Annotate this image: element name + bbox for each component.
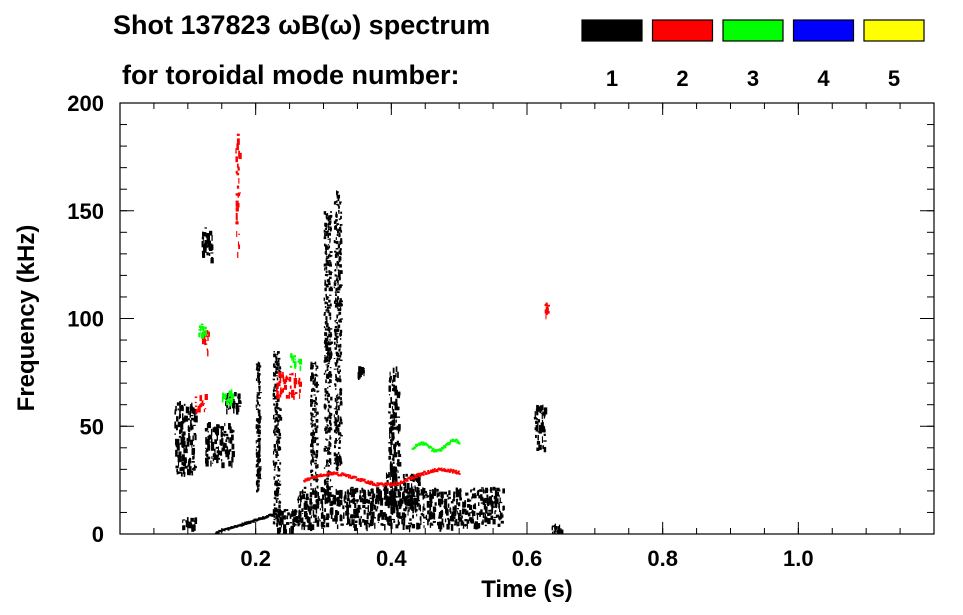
spectrum-feature-mode-1-band xyxy=(182,517,198,532)
spectrum-feature-mode-1-sweep xyxy=(214,512,278,534)
x-tick-label: 0.2 xyxy=(240,546,271,571)
spectrum-feature-mode-3-band xyxy=(221,388,235,407)
x-tick-label: 1.0 xyxy=(783,546,814,571)
y-tick-label: 100 xyxy=(67,307,104,332)
legend-label-mode-2: 2 xyxy=(676,66,688,91)
y-axis-label: Frequency (kHz) xyxy=(13,225,40,412)
legend-swatch-mode-4 xyxy=(792,19,855,42)
spectrum-feature-mode-2-band xyxy=(194,394,208,414)
x-tick-label: 0.4 xyxy=(376,546,407,571)
y-tick-label: 0 xyxy=(92,522,104,547)
spectrum-feature-mode-3-band xyxy=(289,353,303,371)
spectrum-feature-mode-2-trace xyxy=(303,467,461,487)
spectrum-feature-mode-1-band xyxy=(357,366,365,381)
spectrum-feature-mode-1-band xyxy=(551,523,564,534)
y-tick-label: 150 xyxy=(67,199,104,224)
y-tick-labels: 0 50 100 150 200 xyxy=(67,91,104,547)
spectrum-feature-mode-3-band xyxy=(198,323,207,339)
legend-swatch-mode-2 xyxy=(651,19,714,42)
spectrum-feature-mode-2-band xyxy=(235,133,242,258)
legend-label-mode-4: 4 xyxy=(817,66,830,91)
legend-swatch-mode-5 xyxy=(863,19,925,42)
spectrum-feature-mode-1-band xyxy=(174,401,198,477)
spectrum-feature-mode-1-band xyxy=(387,366,402,480)
legend-label-mode-3: 3 xyxy=(747,66,759,91)
spectrum-feature-mode-1-band xyxy=(297,486,506,533)
y-tick-label: 50 xyxy=(80,414,104,439)
legend-label-mode-5: 5 xyxy=(888,66,900,91)
x-tick-label: 0.6 xyxy=(512,546,543,571)
spectrum-feature-mode-3-trace xyxy=(411,438,461,453)
spectrum-feature-mode-1-band xyxy=(533,404,548,453)
axis-ticks xyxy=(120,102,934,535)
chart-title-line2: for toroidal mode number: xyxy=(122,60,460,90)
legend-swatch-mode-3 xyxy=(722,19,784,42)
spectrum-feature-mode-1-band xyxy=(276,509,299,534)
spectrum-feature-mode-1-line xyxy=(272,351,283,526)
spectrum-feature-mode-1-band xyxy=(204,422,235,469)
legend-swatch-mode-1 xyxy=(581,19,643,42)
x-tick-labels: 0.2 0.4 0.6 0.8 1.0 xyxy=(240,546,813,571)
legend: 1 2 3 4 5 xyxy=(581,19,925,91)
spectrum-data xyxy=(174,133,564,534)
spectrum-feature-mode-1-band xyxy=(384,472,421,514)
x-axis-label: Time (s) xyxy=(481,576,573,603)
spectrum-feature-mode-1-line xyxy=(310,361,320,495)
plot-frame xyxy=(119,102,935,535)
spectrum-feature-mode-2-band xyxy=(544,302,551,320)
spectrum-feature-mode-1-line xyxy=(323,211,334,505)
spectrum-feature-mode-2-band xyxy=(276,371,303,400)
legend-label-mode-1: 1 xyxy=(606,66,618,91)
chart-title-line1: Shot 137823 ωB(ω) spectrum xyxy=(113,10,490,40)
spectrum-feature-mode-1-band xyxy=(201,227,214,264)
spectrum-feature-mode-1-line xyxy=(333,190,344,472)
y-tick-label: 200 xyxy=(67,91,104,116)
x-tick-label: 0.8 xyxy=(647,546,678,571)
spectrum-feature-mode-1-line xyxy=(255,361,262,493)
